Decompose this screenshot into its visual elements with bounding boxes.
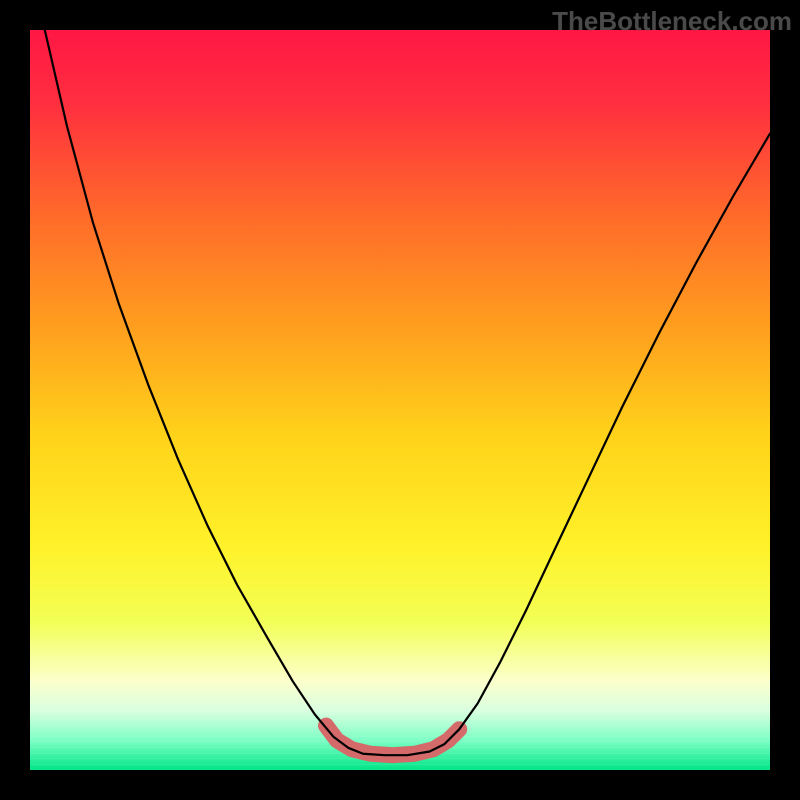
chart-background [30, 30, 770, 770]
chart-container: TheBottleneck.com [0, 0, 800, 800]
watermark-text: TheBottleneck.com [552, 6, 792, 37]
bottleneck-chart [30, 30, 770, 770]
